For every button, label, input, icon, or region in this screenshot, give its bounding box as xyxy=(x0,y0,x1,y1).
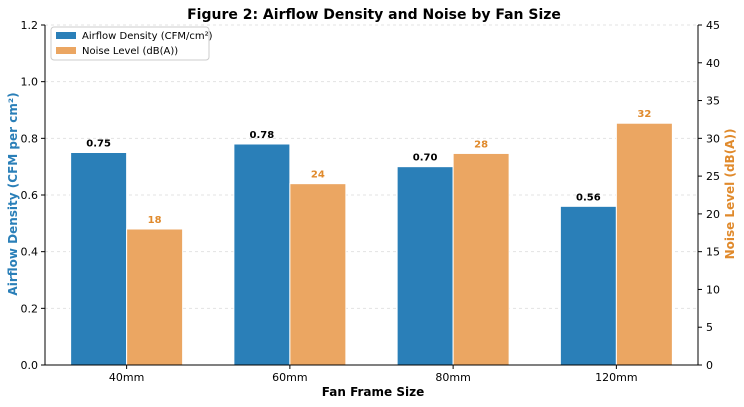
y-tick-right-label: 15 xyxy=(706,246,720,259)
y-tick-right-label: 0 xyxy=(706,359,713,372)
legend-swatch-noise xyxy=(56,47,76,54)
bar-airflow xyxy=(70,152,128,366)
bar-noise xyxy=(452,152,510,366)
y-tick-right-label: 5 xyxy=(706,321,713,334)
legend-label-noise: Noise Level (dB(A)) xyxy=(82,46,178,57)
y-tick-left-label: 0.8 xyxy=(21,132,39,145)
bar-noise xyxy=(126,228,184,366)
data-label-airflow: 0.78 xyxy=(250,130,275,141)
y-tick-right-label: 25 xyxy=(706,170,720,183)
y-axis-label-right: Noise Level (dB(A)) xyxy=(723,129,737,260)
y-ticks-right: 0 5 10 15 20 25 30 35 40 45 xyxy=(698,19,720,372)
data-label-noise: 18 xyxy=(148,215,162,226)
y-tick-right-label: 40 xyxy=(706,57,720,70)
legend-label-airflow: Airflow Density (CFM/cm²) xyxy=(82,31,213,42)
x-tick-label: 80mm xyxy=(435,371,470,384)
data-label-noise: 32 xyxy=(637,109,651,120)
y-tick-left-label: 0.2 xyxy=(21,302,39,315)
y-tick-left-label: 1.0 xyxy=(21,76,39,89)
y-tick-right-label: 35 xyxy=(706,95,720,108)
y-tick-left-label: 0.4 xyxy=(21,246,39,259)
y-tick-right-label: 30 xyxy=(706,132,720,145)
x-tick-label: 120mm xyxy=(595,371,637,384)
x-axis-label: Fan Frame Size xyxy=(322,385,424,399)
y-tick-right-label: 10 xyxy=(706,283,720,296)
data-label-airflow: 0.75 xyxy=(86,139,111,150)
legend-swatch-airflow xyxy=(56,32,76,39)
y-axis-label-left: Airflow Density (CFM per cm²) xyxy=(6,92,20,295)
chart-title: Figure 2: Airflow Density and Noise by F… xyxy=(187,7,561,23)
y-ticks-left: 0.0 0.2 0.4 0.6 0.8 1.0 1.2 xyxy=(21,19,45,372)
y-tick-left-label: 0.0 xyxy=(21,359,39,372)
data-label-noise: 28 xyxy=(474,139,488,150)
y-tick-right-label: 20 xyxy=(706,208,720,221)
bar-noise xyxy=(615,122,673,366)
data-label-airflow: 0.56 xyxy=(576,192,601,203)
bars xyxy=(70,122,673,366)
bar-airflow xyxy=(396,166,454,366)
y-tick-right-label: 45 xyxy=(706,19,720,32)
x-tick-label: 60mm xyxy=(272,371,307,384)
x-tick-label: 40mm xyxy=(109,371,144,384)
legend: Airflow Density (CFM/cm²) Noise Level (d… xyxy=(50,26,213,61)
bar-noise xyxy=(289,183,347,366)
y-tick-left-label: 1.2 xyxy=(21,19,39,32)
x-ticks: 40mm 60mm 80mm 120mm xyxy=(109,365,638,384)
bar-airflow xyxy=(559,205,617,366)
data-labels: 0.75 18 0.78 24 0.70 28 0.56 32 xyxy=(86,109,651,226)
bar-airflow xyxy=(233,143,291,366)
legend-frame xyxy=(50,26,210,61)
data-label-airflow: 0.70 xyxy=(413,153,438,164)
y-tick-left-label: 0.6 xyxy=(21,189,39,202)
data-label-noise: 24 xyxy=(311,170,325,181)
